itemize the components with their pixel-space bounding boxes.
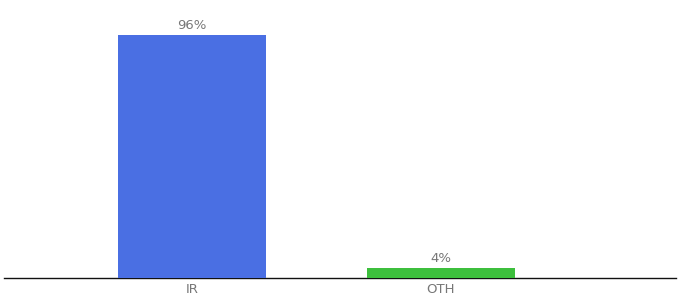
Text: 96%: 96% [177, 19, 207, 32]
Bar [118, 34, 266, 278]
Bar [367, 268, 515, 278]
Text: 4%: 4% [430, 252, 452, 265]
